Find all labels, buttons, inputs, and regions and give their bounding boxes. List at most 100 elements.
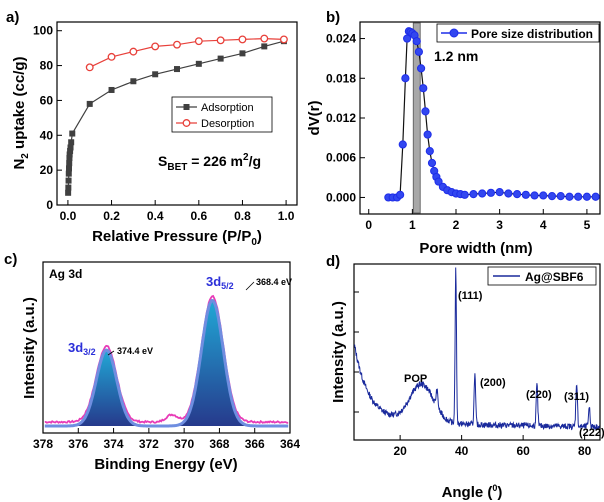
pore-size-point <box>416 64 426 73</box>
panel-b-label: b) <box>326 9 340 26</box>
adsorption-point <box>67 144 74 151</box>
panel-d-x-ticks: 20 40 60 80 <box>393 435 592 458</box>
panel-a-legend: Adsorption Desorption <box>171 96 273 133</box>
panel-d: 20 40 60 80 Ag@SBF6 POP (111) (200) (220) (… <box>330 263 604 501</box>
desorption-point <box>260 34 269 43</box>
panel-b-x-tick-label: 5 <box>584 218 591 232</box>
panel-a-x-tick-label: 0.6 <box>190 209 207 223</box>
panel-c-x-tick-label: 374 <box>104 437 124 451</box>
adsorption-point <box>130 78 137 85</box>
panel-a-x-tick-label: 0.0 <box>60 209 77 223</box>
panel-d-x-axis-label: Angle (0) <box>442 483 503 501</box>
panel-c-inner-label: Ag 3d <box>49 267 82 281</box>
panel-b-peak-annotation: 1.2 nm <box>434 48 478 64</box>
peak-fill-0 <box>53 350 160 426</box>
pore-size-point <box>423 130 432 139</box>
panel-a-x-tick-label: 1.0 <box>278 209 295 223</box>
desorption-point <box>216 36 225 45</box>
peak-label-3d52: 3d5/2 <box>206 274 234 291</box>
adsorption-point <box>261 43 268 50</box>
series-desorption-line <box>89 37 284 68</box>
panel-c-raw-spectrum <box>44 294 289 424</box>
panel-a-y-ticks: 0 20 40 60 80 100 <box>33 24 62 212</box>
adsorption-point <box>66 165 72 172</box>
legend-agsbf6-label: Ag@SBF6 <box>525 270 584 284</box>
panel-b-y-ticks: 0.000 0.006 0.012 0.018 0.024 <box>326 32 365 204</box>
panel-a-y-tick-label: 0 <box>46 198 53 212</box>
desorption-point <box>85 63 94 72</box>
peak-arrow-3744 <box>107 350 115 356</box>
panel-b-legend-box <box>436 23 600 43</box>
panel-c-fit-envelope <box>44 298 289 428</box>
pore-size-point <box>427 158 437 168</box>
pore-size-point <box>398 140 407 149</box>
panel-a-y-tick-label: 20 <box>40 163 54 177</box>
panel-c-label: c) <box>4 251 17 268</box>
peak-label-200: (200) <box>480 377 506 389</box>
peak-label-222: (222) <box>579 427 604 439</box>
adsorption-point <box>67 147 74 154</box>
pore-size-point <box>512 190 522 199</box>
panel-a-y-tick-label: 60 <box>40 93 54 107</box>
adsorption-point <box>195 60 202 67</box>
panel-c-x-ticks: 378 376 374 372 370 368 366 364 <box>33 428 300 451</box>
desorption-point <box>194 37 203 46</box>
legend-pore-marker <box>449 28 459 38</box>
adsorption-point <box>69 130 76 137</box>
panel-d-frame <box>353 263 601 441</box>
panel-b-legend: Pore size distribution <box>436 23 600 43</box>
panel-c-x-axis-label: Binding Energy (eV) <box>94 456 237 473</box>
pore-size-point <box>425 147 434 156</box>
adsorption-point <box>65 170 72 177</box>
panel-b-y-tick-label: 0.012 <box>326 111 356 125</box>
panel-a: 0.0 0.2 0.4 0.6 0.8 1.0 0 20 40 60 80 100 Adsorpti… <box>11 21 298 248</box>
pore-size-point <box>495 188 504 197</box>
peak-label-111: (111) <box>458 290 483 302</box>
panel-c-x-tick-label: 378 <box>33 437 53 451</box>
adsorption-point <box>66 160 73 167</box>
pore-size-point <box>539 191 548 200</box>
desorption-point <box>107 52 116 61</box>
panel-b-frame <box>359 21 601 215</box>
panel-b-y-tick-label: 0.018 <box>326 71 356 85</box>
panel-b-x-tick-label: 0 <box>365 218 372 232</box>
panel-c-x-tick-label: 368 <box>209 437 229 451</box>
pore-size-point <box>591 192 600 201</box>
panel-d-x-tick-label: 80 <box>578 444 592 458</box>
panel-c-x-tick-label: 366 <box>245 437 265 451</box>
pore-size-point <box>504 189 513 198</box>
pore-size-point <box>530 191 539 200</box>
peak-arrow-3684 <box>245 281 255 291</box>
pore-size-point <box>414 47 424 56</box>
peak-label-pop: POP <box>404 373 427 385</box>
adsorption-point <box>152 71 159 78</box>
panel-a-bet-annotation: SBET = 226 m2/g <box>158 152 261 173</box>
desorption-point <box>238 35 247 44</box>
panel-a-series <box>65 34 288 196</box>
adsorption-point <box>239 50 246 57</box>
panel-a-y-tick-label: 80 <box>40 59 54 73</box>
panel-b-y-tick-label: 0.024 <box>326 32 356 46</box>
panel-c: 378 376 374 372 370 368 366 364 Ag 3d 3d3/2 374… <box>21 261 300 473</box>
pore-size-point <box>556 192 565 201</box>
adsorption-point <box>174 66 180 73</box>
adsorption-point <box>66 154 73 161</box>
panel-a-x-ticks: 0.0 0.2 0.4 0.6 0.8 1.0 <box>60 200 295 223</box>
panel-d-label: d) <box>326 253 340 270</box>
panel-b-x-tick-label: 1 <box>409 218 416 232</box>
pore-size-point <box>469 190 478 199</box>
panel-d-legend: Ag@SBF6 <box>487 266 597 286</box>
panel-a-x-tick-label: 0.8 <box>234 209 251 223</box>
panel-c-x-tick-label: 372 <box>139 437 159 451</box>
panel-a-x-axis-label: Relative Pressure (P/P0) <box>92 228 262 248</box>
legend-desorption-marker <box>182 119 191 127</box>
panel-c-peak-fills <box>53 300 266 426</box>
panel-d-y-ticks <box>354 291 359 413</box>
desorption-point <box>279 35 288 44</box>
panel-b-x-tick-label: 2 <box>453 218 460 232</box>
panel-d-legend-box <box>487 266 597 286</box>
panel-d-x-tick-label: 40 <box>455 444 469 458</box>
panel-d-x-tick-label: 20 <box>393 444 407 458</box>
pore-size-point <box>486 188 496 197</box>
